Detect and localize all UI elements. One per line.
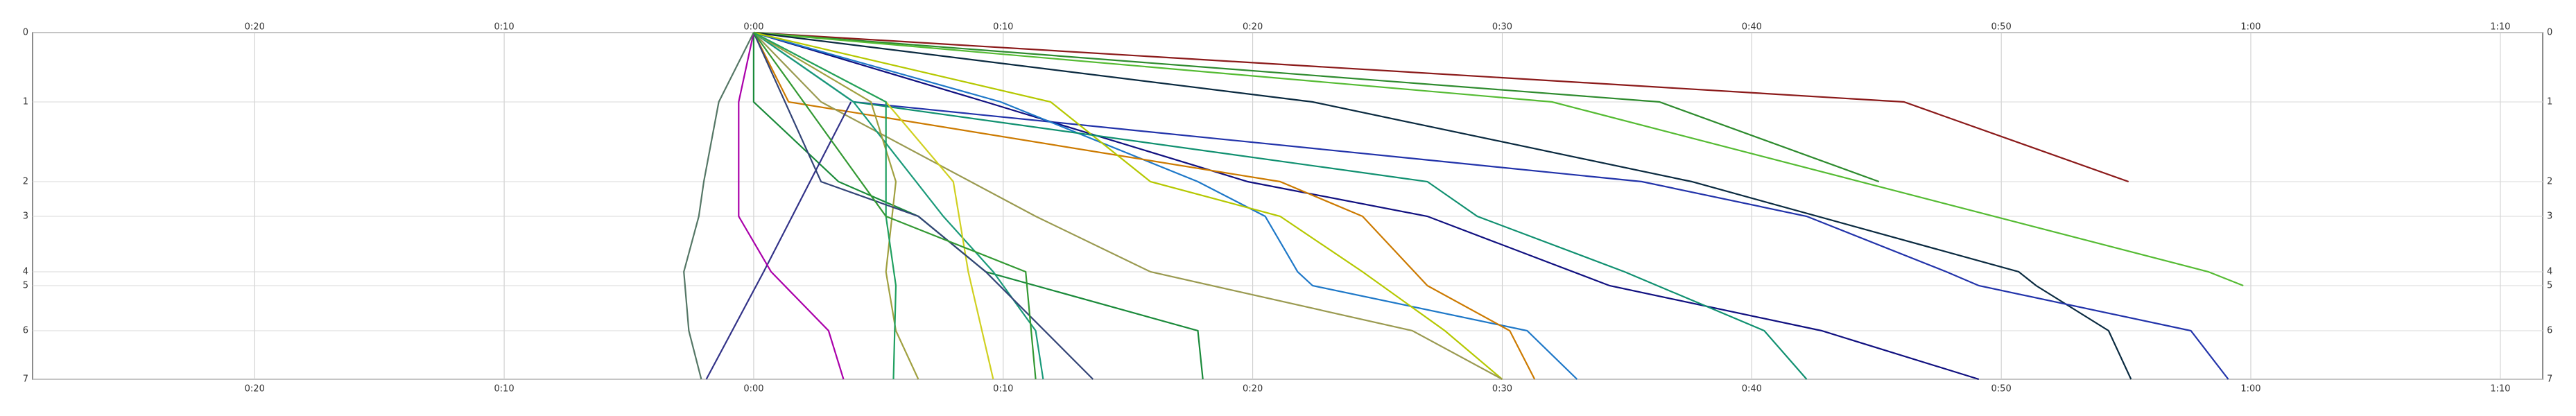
x-tick-label-top: 0:10 [494, 22, 514, 33]
train-line [753, 32, 1037, 380]
y-tick-label-left: 4 [23, 267, 28, 277]
x-tick-label-top: 0:00 [743, 22, 763, 33]
train-line [752, 32, 1094, 380]
train-line [738, 32, 845, 380]
x-tick-label-top: 0:10 [993, 22, 1013, 33]
train-line [705, 101, 852, 380]
y-tick-label-left: 1 [23, 97, 28, 107]
y-tick-label-right: 5 [2547, 281, 2552, 291]
x-tick-label-top: 1:10 [2490, 22, 2510, 33]
train-line [753, 31, 1503, 380]
y-tick-label-right: 2 [2547, 177, 2552, 187]
lines [683, 31, 2244, 381]
x-tick-label-top: 0:30 [1492, 22, 1512, 33]
train-line [753, 31, 2129, 183]
x-tick-label-top: 0:20 [1243, 22, 1263, 33]
x-tick-label-top: 0:20 [245, 22, 265, 33]
x-tick-label-bottom: 0:20 [1243, 384, 1263, 395]
train-line [753, 32, 1044, 380]
x-tick-label-bottom: 0:20 [245, 384, 265, 395]
train-line [753, 31, 1980, 381]
y-tick-label-right: 6 [2547, 326, 2552, 336]
y-tick-label-right: 3 [2547, 211, 2552, 222]
y-tick-label-right: 4 [2547, 267, 2552, 277]
train-line [753, 32, 1808, 380]
y-tick-label-left: 7 [23, 374, 28, 385]
train-line [753, 31, 1578, 380]
y-tick-label-right: 7 [2547, 374, 2552, 385]
x-tick-label-bottom: 0:40 [1742, 384, 1762, 395]
x-tick-label-top: 0:40 [1742, 22, 1762, 33]
train-line [753, 32, 1503, 380]
x-tick-label-top: 0:50 [1991, 22, 2012, 33]
y-tick-label-right: 1 [2547, 97, 2552, 107]
plot-frame [32, 32, 2543, 380]
y-tick-label-left: 6 [23, 326, 28, 336]
train-line [753, 31, 1880, 183]
train-line [753, 31, 2132, 380]
labels: 0:20 0:20 0:10 0:10 0:00 0:00 0:10 0:10 0:20 0:20… [23, 22, 2553, 395]
x-tick-label-top: 1:00 [2240, 22, 2261, 33]
y-tick-label-right: 0 [2547, 28, 2552, 38]
grid [33, 32, 2543, 380]
train-line [753, 32, 919, 380]
x-tick-label-bottom: 0:30 [1492, 384, 1512, 395]
x-tick-label-bottom: 0:50 [1991, 384, 2012, 395]
train-line [752, 32, 1536, 380]
y-tick-label-left: 5 [23, 281, 28, 291]
train-line [753, 32, 2229, 380]
x-tick-label-bottom: 1:00 [2240, 384, 2261, 395]
train-line [753, 31, 2244, 287]
x-tick-label-bottom: 1:10 [2490, 384, 2510, 395]
x-tick-label-bottom: 0:10 [993, 384, 1013, 395]
x-tick-label-bottom: 0:00 [743, 384, 763, 395]
y-tick-label-left: 0 [23, 28, 28, 38]
train-line [753, 32, 994, 380]
train-line [683, 32, 754, 380]
y-tick-label-left: 3 [23, 211, 28, 222]
y-tick-label-left: 2 [23, 177, 28, 187]
x-tick-label-bottom: 0:10 [494, 384, 514, 395]
